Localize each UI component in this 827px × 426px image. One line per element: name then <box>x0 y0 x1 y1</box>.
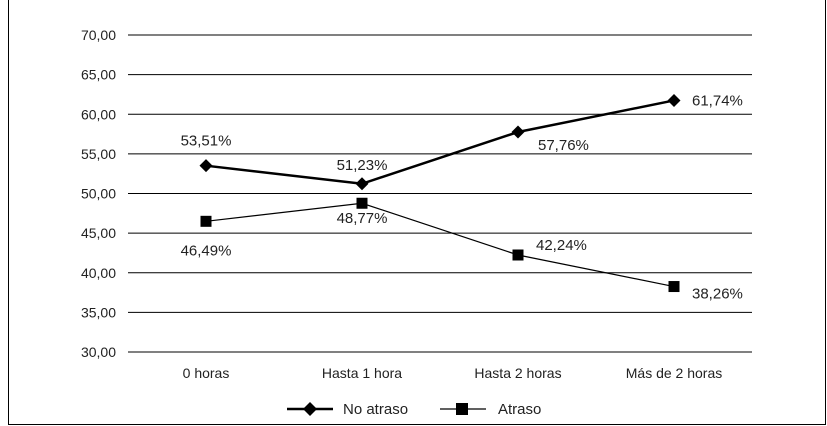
x-tick-label: Hasta 2 horas <box>474 365 561 381</box>
data-label: 53,51% <box>181 133 232 150</box>
diamond-marker <box>355 177 369 191</box>
gridlines <box>128 34 752 353</box>
legend-square-marker <box>456 403 468 415</box>
data-label: 61,74% <box>692 92 743 109</box>
x-axis-ticks: 0 horas Hasta 1 hora Hasta 2 horas Más de 2… <box>183 365 723 381</box>
x-tick-label: 0 horas <box>183 365 230 381</box>
diamond-marker <box>199 159 213 173</box>
square-marker <box>512 249 524 261</box>
y-tick-label: 45,00 <box>81 225 116 241</box>
y-tick-label: 70,00 <box>81 27 116 43</box>
data-label: 42,24% <box>536 237 587 254</box>
data-label: 57,76% <box>538 137 589 154</box>
data-label: 48,77% <box>337 210 388 227</box>
x-tick-label: Hasta 1 hora <box>322 365 402 381</box>
legend-label-atraso: Atraso <box>498 401 541 418</box>
y-tick-label: 65,00 <box>81 67 116 83</box>
legend-diamond-marker <box>303 402 317 416</box>
data-label: 38,26% <box>692 286 743 303</box>
legend: No atraso Atraso <box>287 401 541 418</box>
y-axis-ticks: 30,00 35,00 40,00 45,00 50,00 55,00 60,00 65,00… <box>81 27 116 360</box>
diamond-marker <box>667 93 681 107</box>
data-labels: 53,51% 51,23% 57,76% 61,74% 46,49% 48,77% 42,2… <box>181 92 743 302</box>
y-tick-label: 55,00 <box>81 146 116 162</box>
y-tick-label: 35,00 <box>81 304 116 320</box>
x-tick-label: Más de 2 horas <box>626 365 723 381</box>
series-markers <box>199 93 681 293</box>
series-line-atraso <box>205 202 675 288</box>
legend-label-no-atraso: No atraso <box>343 401 408 418</box>
square-marker <box>668 281 680 293</box>
square-marker <box>200 215 212 227</box>
series-lines <box>205 99 675 288</box>
data-label: 46,49% <box>181 242 232 259</box>
chart-frame <box>8 0 826 425</box>
data-label: 51,23% <box>337 157 388 174</box>
square-marker <box>356 197 368 209</box>
y-tick-label: 30,00 <box>81 344 116 360</box>
series-line-no-atraso <box>205 99 675 186</box>
diamond-marker <box>511 125 525 139</box>
y-tick-label: 40,00 <box>81 265 116 281</box>
y-tick-label: 60,00 <box>81 106 116 122</box>
y-tick-label: 50,00 <box>81 186 116 202</box>
